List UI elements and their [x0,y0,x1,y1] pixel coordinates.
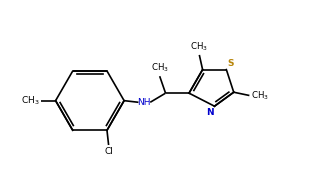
Text: S: S [228,59,234,68]
Text: N: N [206,108,214,117]
Text: NH: NH [138,98,151,107]
Text: CH$_3$: CH$_3$ [251,89,269,102]
Text: CH$_3$: CH$_3$ [21,94,40,107]
Text: Cl: Cl [105,147,113,156]
Text: CH$_3$: CH$_3$ [151,61,169,74]
Text: CH$_3$: CH$_3$ [190,41,208,53]
